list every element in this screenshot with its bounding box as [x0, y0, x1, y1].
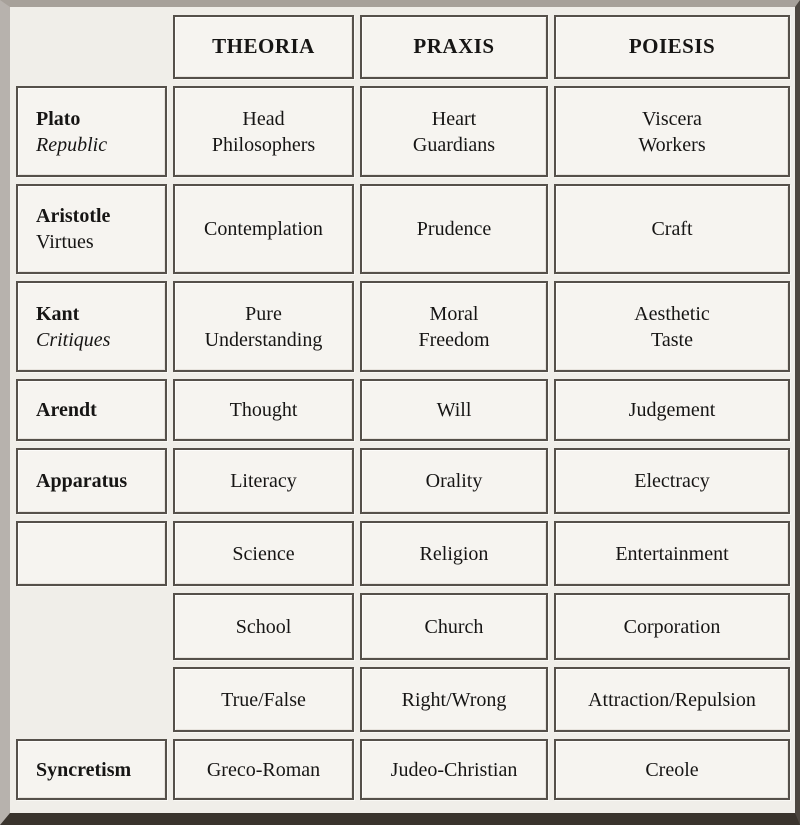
cell-arendt-theoria: Thought — [173, 379, 354, 441]
row-label-none — [16, 667, 167, 732]
cell-apparatus-praxis: Orality — [360, 448, 548, 514]
cell-syncretism-theoria: Greco-Roman — [173, 739, 354, 800]
row-label-apparatus: Apparatus — [16, 448, 167, 514]
cell-institutions-theoria: School — [173, 593, 354, 660]
header-cell-praxis: PRAXIS — [360, 15, 548, 79]
row-label-title: Plato — [36, 107, 81, 130]
cell-kant-theoria: Pure Understanding — [173, 281, 354, 372]
row-label-kant: Kant Critiques — [16, 281, 167, 372]
cell-aristotle-praxis: Prudence — [360, 184, 548, 274]
row-label-arendt: Arendt — [16, 379, 167, 441]
cell-syncretism-praxis: Judeo-Christian — [360, 739, 548, 800]
row-label-aristotle: Aristotle Virtues — [16, 184, 167, 274]
row-label-title: Syncretism — [36, 758, 132, 781]
cell-values-praxis: Right/Wrong — [360, 667, 548, 732]
cell-institutions-poiesis: Corporation — [554, 593, 790, 660]
cell-aristotle-poiesis: Craft — [554, 184, 790, 274]
cell-plato-praxis: Heart Guardians — [360, 86, 548, 177]
cell-arendt-poiesis: Judgement — [554, 379, 790, 441]
cell-plato-poiesis: Viscera Workers — [554, 86, 790, 177]
comparison-table: THEORIA PRAXIS POIESIS Plato Republic He… — [16, 15, 795, 800]
row-label-plato: Plato Republic — [16, 86, 167, 177]
row-label-title: Apparatus — [36, 470, 128, 492]
cell-apparatus-poiesis: Electracy — [554, 448, 790, 514]
row-label-title: Arendt — [36, 399, 97, 421]
cell-plato-theoria: Head Philosophers — [173, 86, 354, 177]
row-label-subtitle: Virtues — [36, 231, 94, 253]
cell-apparatus-theoria: Literacy — [173, 448, 354, 514]
row-label-title: Kant — [36, 302, 80, 325]
cell-institutions-praxis: Church — [360, 593, 548, 660]
row-label-empty-box — [16, 521, 167, 586]
row-label-syncretism: Syncretism — [16, 739, 167, 800]
row-label-subtitle: Critiques — [36, 328, 111, 351]
cell-syncretism-poiesis: Creole — [554, 739, 790, 800]
cell-aristotle-theoria: Contemplation — [173, 184, 354, 274]
cell-values-theoria: True/False — [173, 667, 354, 732]
header-cell-theoria: THEORIA — [173, 15, 354, 79]
cell-kant-praxis: Moral Freedom — [360, 281, 548, 372]
cell-kant-poiesis: Aesthetic Taste — [554, 281, 790, 372]
header-cell-poiesis: POIESIS — [554, 15, 790, 79]
row-label-subtitle: Republic — [36, 133, 108, 156]
cell-fields-poiesis: Entertainment — [554, 521, 790, 586]
row-label-title: Aristotle — [36, 205, 111, 227]
cell-fields-praxis: Religion — [360, 521, 548, 586]
cell-fields-theoria: Science — [173, 521, 354, 586]
cell-values-poiesis: Attraction/Repulsion — [554, 667, 790, 732]
row-label-none — [16, 593, 167, 660]
cell-arendt-praxis: Will — [360, 379, 548, 441]
header-empty-cell — [16, 15, 167, 79]
